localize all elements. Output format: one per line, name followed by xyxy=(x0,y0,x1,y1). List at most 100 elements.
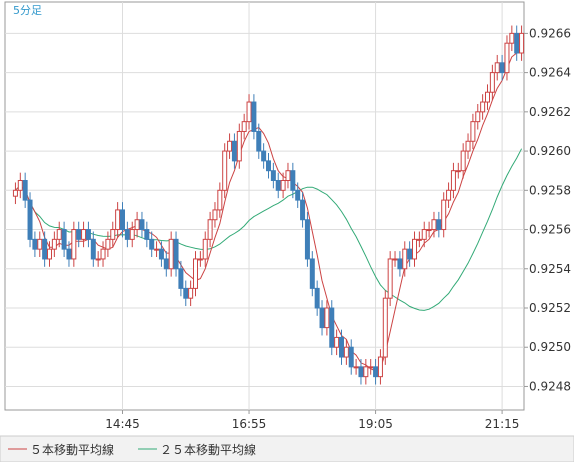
candle-body xyxy=(329,307,335,348)
candle-body xyxy=(377,356,383,378)
candle-body xyxy=(382,297,388,358)
candle-body xyxy=(426,229,432,232)
candle-body xyxy=(105,238,111,250)
candle-body xyxy=(17,180,23,191)
candle-body xyxy=(280,180,286,191)
candle-body xyxy=(514,32,520,54)
candle-body xyxy=(188,287,194,299)
candles xyxy=(12,25,525,385)
x-tick-label: 16:55 xyxy=(232,417,267,431)
y-tick-label: 0.9266 xyxy=(529,26,571,40)
candle-body xyxy=(76,229,82,240)
y-tick-label: 0.9254 xyxy=(529,262,571,276)
candle-body xyxy=(270,170,276,181)
candle-body xyxy=(480,101,486,113)
candle-body xyxy=(222,150,228,191)
candle-body xyxy=(42,238,48,260)
candle-body xyxy=(110,229,116,240)
candle-body xyxy=(455,170,461,173)
legend-ma25-label: ２５本移動平均線 xyxy=(160,442,256,457)
candle-body xyxy=(193,258,198,289)
candle-body xyxy=(334,336,340,348)
candle-body xyxy=(51,238,57,250)
candle-body xyxy=(95,258,101,261)
y-tick-label: 0.9256 xyxy=(529,223,571,237)
candle-body xyxy=(475,111,481,123)
grid xyxy=(5,2,528,414)
candle-body xyxy=(61,229,67,250)
candle-body xyxy=(485,91,490,103)
candle-body xyxy=(163,258,169,270)
candle-body xyxy=(85,229,91,240)
candle-body xyxy=(494,62,500,74)
candle-body xyxy=(343,346,349,358)
candle-body xyxy=(154,248,160,251)
candle-body xyxy=(314,287,320,309)
x-tick-labels: 14:45 16:55 19:05 21:15 xyxy=(105,417,519,431)
y-tick-label: 0.9260 xyxy=(529,144,571,158)
candle-body xyxy=(348,346,354,368)
candle-body xyxy=(465,140,471,152)
candle-body xyxy=(173,238,179,270)
candle-body xyxy=(37,238,43,250)
legend-ma5-label: ５本移動平均線 xyxy=(30,442,114,457)
candle-body xyxy=(460,150,466,172)
candle-body xyxy=(309,258,315,289)
y-tick-label: 0.9262 xyxy=(529,105,571,119)
candle-body xyxy=(421,229,427,240)
candle-body xyxy=(295,189,301,201)
candle-body xyxy=(144,229,150,240)
candle-body xyxy=(402,248,408,270)
x-tick-label: 19:05 xyxy=(358,417,393,431)
candle-body xyxy=(47,248,52,260)
candle-body xyxy=(246,101,252,123)
candle-body xyxy=(446,189,452,201)
candle-body xyxy=(129,229,135,240)
y-tick-label: 0.9250 xyxy=(529,340,571,354)
candle-body xyxy=(373,366,379,378)
candle-body xyxy=(149,238,155,250)
ma5-line xyxy=(15,46,522,372)
candle-body xyxy=(368,366,374,369)
candle-body xyxy=(489,72,495,93)
candle-body xyxy=(300,199,306,221)
candle-body xyxy=(499,62,505,74)
candle-body xyxy=(519,32,525,54)
candle-body xyxy=(32,238,38,250)
y-tick-label: 0.9258 xyxy=(529,183,571,197)
candle-body xyxy=(256,130,262,152)
candle-body xyxy=(227,140,233,152)
y-tick-label: 0.9264 xyxy=(529,66,571,80)
candle-body xyxy=(22,180,28,201)
ma25-series xyxy=(15,148,523,311)
candle-body xyxy=(509,32,515,44)
candle-body xyxy=(212,209,218,221)
ma25-line xyxy=(15,148,523,311)
candle-body xyxy=(197,258,203,261)
x-tick-label: 14:45 xyxy=(105,417,140,431)
candle-body xyxy=(56,229,62,240)
candle-body xyxy=(217,189,223,211)
candle-body xyxy=(339,336,344,358)
candle-body xyxy=(231,140,237,162)
candle-body xyxy=(178,268,184,289)
timeframe-label: 5分足 xyxy=(13,4,42,17)
candle-body xyxy=(202,238,208,260)
candle-body xyxy=(358,366,364,378)
candle-body xyxy=(363,366,369,378)
candle-body xyxy=(27,199,33,240)
y-tick-label: 0.9248 xyxy=(529,379,571,393)
candle-body xyxy=(266,160,271,172)
candle-body xyxy=(241,121,247,132)
candle-body xyxy=(115,209,121,231)
candle-body xyxy=(450,170,456,191)
candle-body xyxy=(353,366,359,369)
candle-body xyxy=(412,238,417,260)
candle-body xyxy=(81,229,87,240)
candle-body xyxy=(100,248,106,260)
candle-body xyxy=(431,219,437,231)
y-tick-label: 0.9252 xyxy=(529,301,571,315)
candle-body xyxy=(134,219,140,231)
legend-box xyxy=(0,435,574,462)
